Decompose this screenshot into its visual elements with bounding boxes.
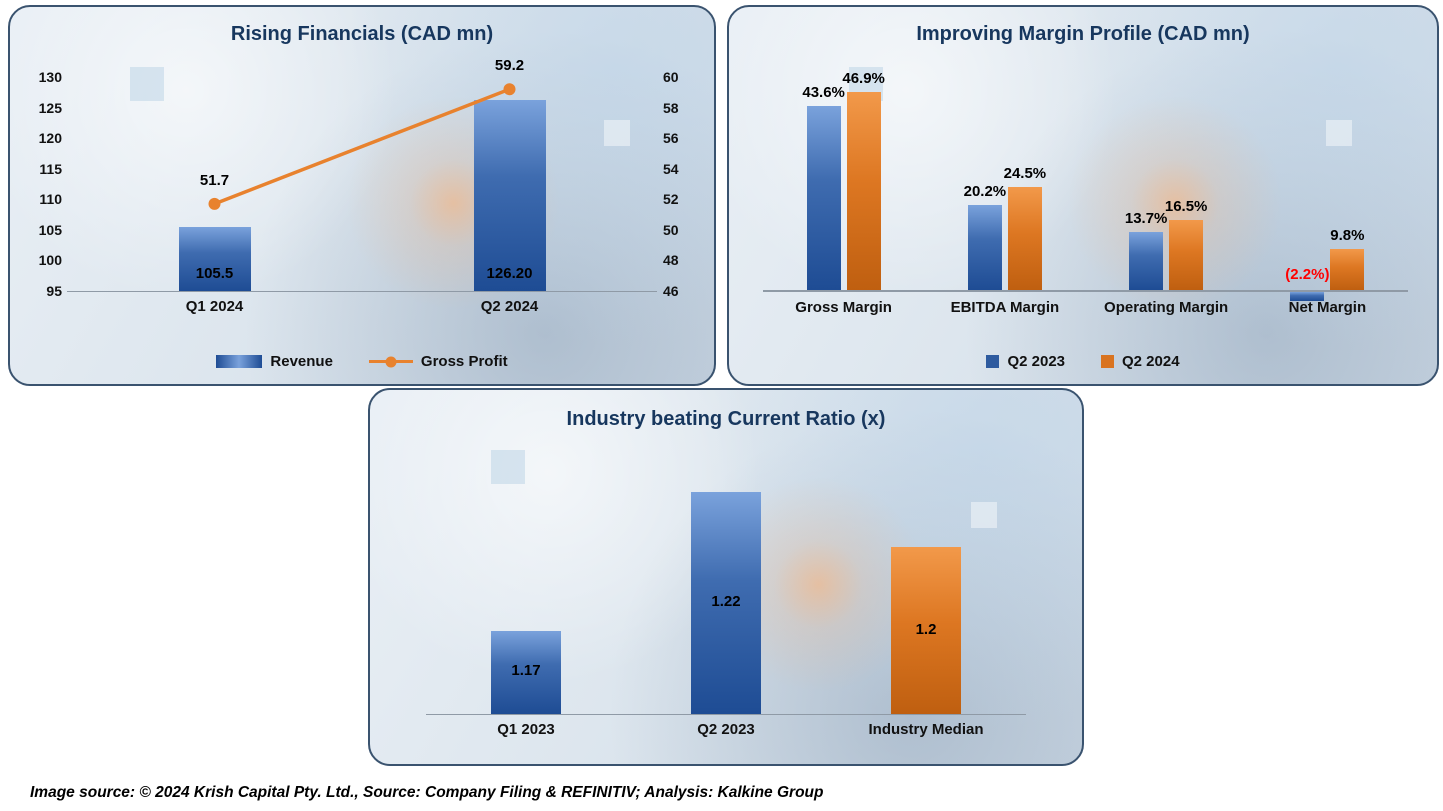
ratio-value-label: 1.22 — [711, 592, 741, 610]
x-axis-label: Q2 2023 — [697, 721, 755, 738]
margin-value-label: 20.2% — [963, 182, 1007, 200]
left-y-axis: 130 125 120 115 110 105 100 95 — [22, 68, 62, 300]
legend-item-q2-2023: Q2 2023 — [986, 353, 1065, 370]
legend-item-q2-2024: Q2 2024 — [1101, 353, 1180, 370]
left-axis-tick: 125 — [38, 99, 62, 116]
q2-2023-swatch-icon — [986, 355, 1000, 368]
left-axis-tick: 130 — [38, 69, 62, 85]
category-label: EBITDA Margin — [950, 298, 1060, 316]
left-axis-tick: 95 — [46, 282, 62, 299]
x-axis-label: Q1 2023 — [497, 721, 555, 738]
panel-rising-financials: Rising Financials (CAD mn) 130 125 120 115 1… — [8, 5, 716, 386]
right-axis-tick: 58 — [663, 99, 679, 116]
category-label: Net Margin — [1288, 298, 1367, 316]
q2-2024-bar — [1007, 186, 1042, 290]
category-label: Operating Margin — [1104, 298, 1229, 316]
right-axis-tick: 56 — [663, 130, 679, 147]
legend-margin-profile: Q2 2023 Q2 2024 — [729, 353, 1437, 370]
current-ratio-bar — [691, 491, 761, 714]
x-axis-label: Q2 2024 — [480, 298, 539, 315]
left-axis-tick: 120 — [38, 130, 62, 147]
gross-profit-line-swatch-icon — [368, 356, 413, 367]
right-axis-tick: 60 — [663, 69, 679, 85]
legend-label-q2-2023: Q2 2023 — [1007, 353, 1065, 370]
right-y-axis: 60 58 56 54 52 50 48 46 — [663, 68, 703, 300]
q2-2024-bar — [846, 92, 881, 290]
q2-2023-bar — [1129, 232, 1164, 290]
current-ratio-bar — [891, 547, 961, 714]
negative-margin-value-label: (2.2%) — [1285, 265, 1330, 283]
q2-2024-swatch-icon — [1101, 355, 1114, 368]
x-axis-line — [763, 289, 1408, 292]
left-axis-tick: 115 — [39, 160, 62, 177]
plot-rising-financials: 105.5 Q1 2024 126.20 Q2 2024 51.7 59.2 — [67, 57, 657, 315]
gross-profit-value-label: 51.7 — [199, 171, 230, 189]
legend-rising-financials: Revenue Gross Profit — [10, 353, 714, 370]
q2-2023-bar — [967, 204, 1002, 290]
right-axis-tick: 50 — [663, 221, 679, 238]
margin-value-label: 24.5% — [1003, 164, 1047, 182]
revenue-bar — [473, 100, 546, 291]
x-axis-label: Q1 2024 — [185, 298, 244, 315]
margin-value-label: 43.6% — [802, 83, 845, 101]
ratio-value-label: 1.17 — [511, 662, 541, 680]
gross-profit-marker-icon — [208, 197, 221, 210]
panel-margin-profile: Improving Margin Profile (CAD mn) Gross … — [727, 5, 1439, 386]
revenue-bar — [178, 226, 251, 291]
chart-title-margin-profile: Improving Margin Profile (CAD mn) — [916, 23, 1250, 45]
plot-current-ratio: 1.17 Q1 2023 1.22 Q2 2023 1.2 Industry Median — [426, 464, 1026, 738]
gross-profit-marker-icon — [503, 83, 516, 96]
margin-value-label: 46.9% — [842, 70, 885, 88]
right-axis-tick: 54 — [663, 160, 679, 177]
legend-label-gross-profit: Gross Profit — [420, 353, 508, 370]
q2-2024-bar — [1330, 248, 1365, 290]
left-axis-tick: 110 — [39, 191, 62, 208]
current-ratio-bar — [491, 630, 561, 714]
image-source-note: Image source: © 2024 Krish Capital Pty. … — [30, 784, 824, 801]
category-label: Gross Margin — [795, 298, 892, 316]
margin-value-label: 13.7% — [1124, 210, 1168, 228]
margin-value-label: 16.5% — [1164, 198, 1208, 216]
legend-label-q2-2024: Q2 2024 — [1122, 353, 1180, 370]
gross-profit-line — [208, 83, 516, 210]
panel-current-ratio: Industry beating Current Ratio (x) 1.17 Q… — [368, 388, 1084, 766]
left-axis-tick: 100 — [38, 252, 62, 269]
legend-item-revenue: Revenue — [216, 353, 333, 370]
revenue-bar-swatch-icon — [216, 355, 263, 368]
right-axis-tick: 52 — [663, 191, 679, 208]
margin-value-label: 9.8% — [1330, 226, 1365, 244]
revenue-value-label: 105.5 — [195, 265, 234, 282]
q2-2024-bar — [1169, 220, 1204, 290]
x-axis-label: Industry Median — [868, 721, 984, 738]
right-axis-tick: 46 — [663, 282, 679, 299]
q2-2023-bar-negative — [1290, 291, 1325, 302]
revenue-value-label: 126.20 — [486, 265, 533, 282]
ratio-value-label: 1.2 — [915, 620, 937, 638]
chart-title-rising-financials: Rising Financials (CAD mn) — [230, 23, 494, 45]
legend-label-revenue: Revenue — [270, 353, 333, 370]
q2-2023-bar — [806, 105, 841, 290]
chart-title-current-ratio: Industry beating Current Ratio (x) — [566, 408, 886, 430]
right-axis-tick: 48 — [663, 252, 679, 269]
left-axis-tick: 105 — [38, 221, 62, 238]
legend-item-gross-profit: Gross Profit — [368, 353, 508, 370]
plot-margin-profile: Gross Margin 43.6% 46.9% EBITDA Margin 20.2%… — [763, 70, 1408, 316]
gross-profit-value-label: 59.2 — [494, 57, 525, 75]
